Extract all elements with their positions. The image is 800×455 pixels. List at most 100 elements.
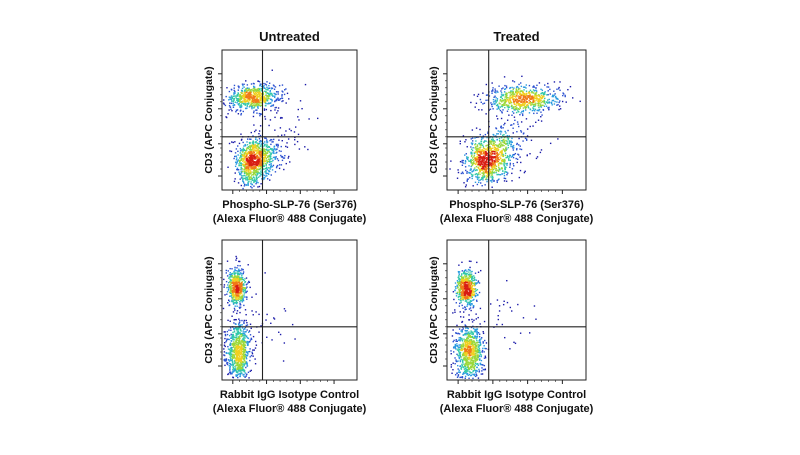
event-dot [504, 136, 506, 139]
event-dot [288, 98, 290, 100]
event-dot [497, 158, 499, 161]
event-dot [472, 170, 475, 172]
event-dot [243, 344, 245, 346]
event-dot [449, 168, 451, 170]
event-dot [236, 352, 238, 355]
event-dot [260, 143, 262, 145]
event-dot [254, 99, 257, 101]
event-dot [488, 173, 491, 175]
event-dot [245, 89, 248, 91]
event-dot [511, 180, 513, 182]
event-dot [236, 93, 239, 96]
event-dot [241, 286, 243, 288]
event-dot [513, 87, 515, 89]
event-dot [226, 87, 228, 89]
event-dot [496, 99, 498, 102]
event-dot [477, 154, 480, 156]
event-dot [520, 94, 523, 97]
event-dot [249, 138, 251, 140]
event-dot [516, 102, 518, 104]
event-dot [532, 89, 535, 91]
event-dot [525, 84, 528, 86]
event-dot [259, 175, 261, 177]
event-dot [239, 300, 241, 303]
event-dot [458, 271, 461, 273]
event-dot [241, 90, 244, 92]
event-dot [245, 172, 248, 174]
event-dot [501, 101, 503, 103]
event-dot [481, 167, 483, 170]
event-dot [245, 157, 248, 160]
event-dot [247, 97, 250, 100]
event-dot [246, 179, 249, 181]
event-dot [258, 88, 261, 90]
event-dot [242, 155, 244, 157]
event-dot [469, 160, 471, 162]
event-dot [273, 148, 276, 150]
event-dot [551, 99, 554, 102]
event-dot [240, 291, 242, 294]
event-dot [262, 100, 264, 102]
event-dot [511, 141, 513, 143]
event-dot [474, 173, 476, 176]
event-dot [533, 100, 535, 102]
event-dot [247, 156, 250, 158]
event-dot [506, 162, 508, 165]
event-dot [456, 353, 458, 356]
event-dot [232, 338, 234, 341]
event-dot [248, 180, 250, 183]
event-dot [490, 159, 493, 161]
event-dot [476, 261, 478, 264]
event-dot [524, 109, 527, 111]
event-dot [258, 132, 260, 135]
event-dot [270, 92, 273, 95]
event-dot [278, 99, 280, 102]
event-dot [224, 333, 227, 336]
event-dot [479, 179, 482, 181]
event-dot [241, 333, 244, 336]
event-dot [483, 162, 485, 164]
event-dot [233, 89, 235, 92]
event-dot [270, 105, 272, 108]
event-dot [460, 376, 462, 378]
event-dot [247, 282, 249, 284]
event-dot [540, 99, 542, 102]
event-dot [500, 150, 502, 153]
event-dot [519, 100, 521, 102]
event-dot [553, 94, 555, 96]
event-dot [486, 175, 489, 178]
event-dot [267, 98, 269, 100]
event-dot [244, 347, 247, 349]
event-dot [270, 152, 273, 154]
event-dot [478, 336, 481, 338]
event-dot [243, 304, 245, 307]
event-dot [233, 348, 236, 350]
event-dot [228, 348, 231, 351]
event-dot [479, 133, 481, 136]
event-dot [242, 278, 245, 281]
event-dot [235, 353, 237, 356]
event-dot [251, 296, 253, 298]
event-dot [476, 156, 478, 158]
event-dot [233, 180, 236, 183]
event-dot [476, 329, 478, 331]
event-dot [254, 88, 256, 91]
event-dot [528, 91, 531, 94]
event-dot [483, 151, 485, 154]
event-dot [496, 151, 498, 154]
event-dot [482, 368, 485, 371]
event-dot [517, 87, 520, 89]
event-dot [468, 165, 470, 167]
event-dot [482, 173, 485, 175]
event-dot [223, 354, 225, 356]
event-dot [517, 154, 520, 156]
event-dot [508, 141, 511, 143]
event-dot [500, 142, 502, 144]
event-dot [228, 288, 230, 290]
event-dot [559, 100, 561, 102]
event-dot [250, 182, 252, 185]
event-dot [523, 94, 526, 96]
event-dot [261, 159, 263, 161]
event-dot [268, 163, 271, 166]
event-dot [497, 157, 499, 159]
